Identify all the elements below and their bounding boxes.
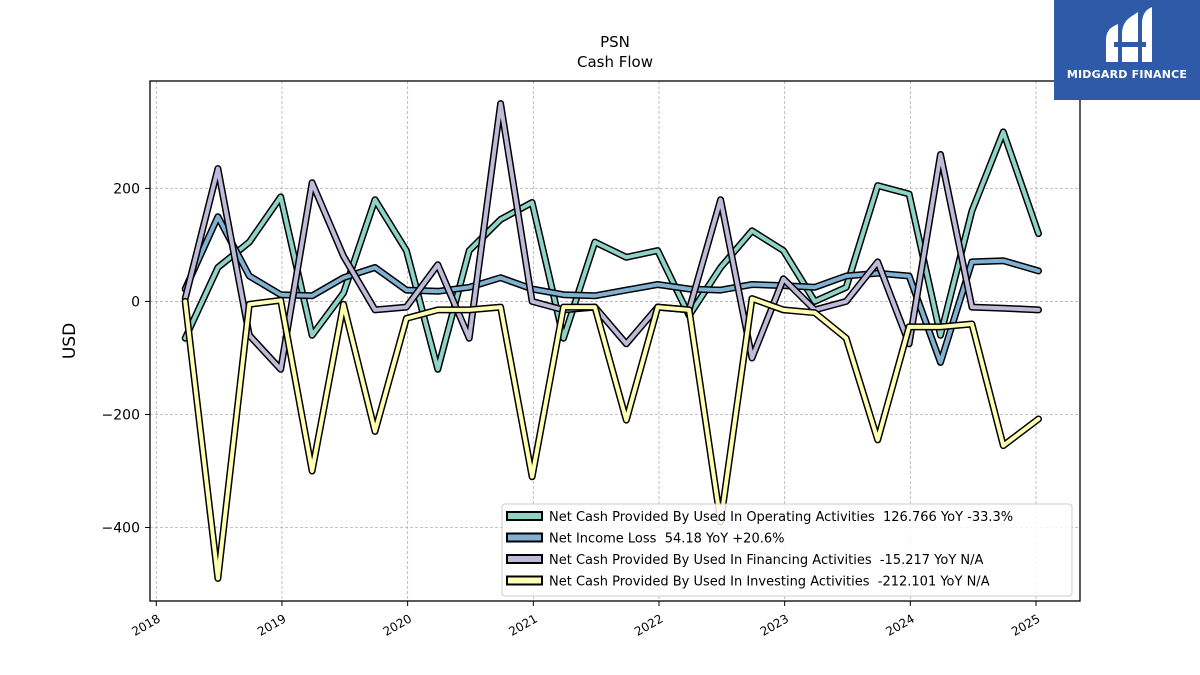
- legend-label: Net Cash Provided By Used In Investing A…: [549, 575, 990, 590]
- x-tick-label: 2020: [381, 611, 414, 638]
- brand-name: MIDGARD FINANCE: [1066, 68, 1188, 81]
- plot-frame: [149, 80, 1081, 602]
- x-tick-label: 2019: [255, 611, 288, 638]
- y-axis-label: USD: [60, 323, 80, 359]
- legend-swatch: [506, 575, 543, 586]
- series-line-1: [183, 214, 1041, 365]
- series-line-3: [183, 296, 1041, 581]
- y-tick-label: −400: [102, 521, 140, 537]
- legend-label: Net Cash Provided By Used In Financing A…: [549, 553, 984, 568]
- legend-box: [501, 503, 1073, 597]
- legend-swatch: [506, 554, 543, 564]
- series-layer: [181, 100, 1042, 582]
- y-tick-label: 0: [131, 294, 140, 310]
- legend-swatch: [506, 532, 543, 543]
- x-tick-label: 2018: [129, 611, 162, 638]
- y-tick-label: 200: [113, 181, 140, 197]
- x-tick-label: 2024: [883, 611, 916, 638]
- chart-subtitle: Cash Flow: [577, 53, 653, 71]
- series-line-2: [183, 101, 1041, 372]
- legend-swatch: [506, 511, 543, 521]
- brand-logo: MIDGARD FINANCE: [1054, 0, 1200, 100]
- x-tick-label: 2025: [1009, 611, 1042, 638]
- x-tick-label: 2023: [758, 611, 791, 638]
- legend-label: Net Cash Provided By Used In Operating A…: [549, 510, 1013, 525]
- midgard-logo-icon: [1106, 7, 1152, 62]
- series-line-0: [183, 129, 1041, 372]
- x-tick-label: 2022: [632, 611, 665, 638]
- legend: Net Cash Provided By Used In Operating A…: [501, 503, 1073, 597]
- y-tick-label: −200: [102, 407, 140, 423]
- chart-title: PSN: [600, 33, 630, 51]
- legend-label: Net Income Loss 54.18 YoY +20.6%: [549, 532, 784, 547]
- x-tick-label: 2021: [506, 611, 539, 638]
